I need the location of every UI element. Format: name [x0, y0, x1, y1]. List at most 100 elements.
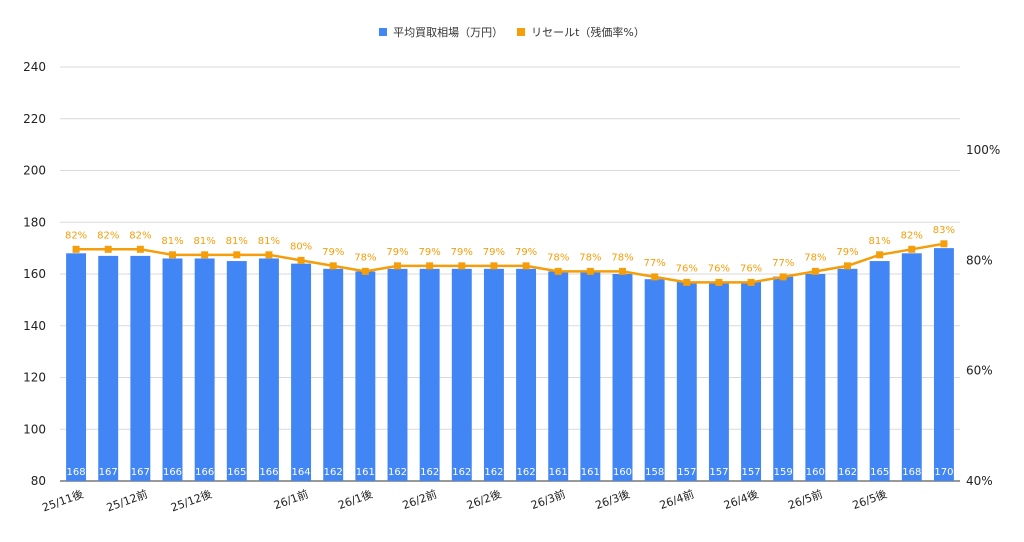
- x-axis-tick-label: 26/2前: [400, 487, 438, 512]
- bar: [933, 248, 954, 481]
- line-point: [426, 262, 434, 270]
- line-point: [72, 245, 80, 253]
- bar: [419, 268, 440, 481]
- bar: [451, 268, 472, 481]
- right-axis-tick-label: 80%: [966, 253, 993, 267]
- bar-value-label: 158: [645, 467, 664, 478]
- line-value-label: 78%: [547, 252, 569, 263]
- line-value-label: 80%: [290, 241, 312, 252]
- bar-value-label: 167: [99, 467, 118, 478]
- right-axis-tick-label: 100%: [966, 143, 1000, 157]
- line-value-label: 81%: [161, 236, 183, 247]
- x-axis-tick-label: 26/5後: [850, 487, 888, 512]
- bar: [676, 281, 697, 481]
- bar: [708, 281, 729, 481]
- line-value-label: 79%: [483, 247, 505, 258]
- bar: [548, 271, 569, 481]
- bar: [98, 255, 119, 481]
- bar-value-label: 160: [806, 467, 825, 478]
- bar: [644, 279, 665, 481]
- x-axis-tick-label: 26/1前: [272, 487, 310, 512]
- line-value-label: 82%: [901, 230, 923, 241]
- bar-value-label: 166: [163, 467, 182, 478]
- line-value-label: 76%: [676, 263, 698, 274]
- line-value-label: 79%: [386, 247, 408, 258]
- line-point: [619, 267, 626, 275]
- x-axis-tick-label: 25/11後: [40, 487, 85, 515]
- legend-line-label: リセールt（残価率%）: [531, 26, 645, 39]
- bar-value-label: 162: [452, 467, 471, 478]
- x-axis-tick-label: 26/3後: [593, 487, 631, 512]
- left-axis-tick-label: 220: [23, 112, 46, 126]
- left-axis-tick-label: 140: [23, 319, 46, 333]
- line-point: [201, 251, 209, 259]
- right-axis-tick-label: 40%: [966, 474, 993, 488]
- x-axis-tick-label: 25/12後: [169, 487, 214, 515]
- bar: [741, 281, 762, 481]
- bar-value-label: 161: [581, 467, 600, 478]
- x-axis-tick-label: 26/3前: [529, 487, 567, 512]
- left-axis-tick-label: 180: [23, 215, 46, 229]
- line-value-label: 76%: [740, 263, 762, 274]
- bar-value-label: 168: [67, 467, 86, 478]
- line-point: [747, 278, 755, 286]
- bar-value-label: 162: [388, 467, 407, 478]
- left-axis-tick-label: 100: [23, 422, 46, 436]
- bar: [355, 271, 376, 481]
- bar-value-label: 160: [613, 467, 632, 478]
- line-point: [522, 262, 530, 270]
- left-axis-tick-label: 160: [23, 267, 46, 281]
- bar: [130, 255, 151, 481]
- bar: [162, 258, 183, 481]
- bar-value-label: 159: [774, 467, 793, 478]
- x-axis-tick-label: 26/4前: [657, 487, 695, 512]
- line-value-label: 78%: [579, 252, 601, 263]
- line-point: [715, 278, 723, 286]
- bar: [226, 261, 247, 481]
- bar: [837, 268, 858, 481]
- bar-swatch-icon: [379, 28, 388, 36]
- line-value-label: 78%: [611, 252, 633, 263]
- bar-value-label: 166: [195, 467, 214, 478]
- bar-value-label: 161: [356, 467, 375, 478]
- line-value-label: 81%: [226, 236, 248, 247]
- bar-value-label: 167: [131, 467, 150, 478]
- bar-value-label: 157: [709, 467, 728, 478]
- legend-item-bar[interactable]: 平均買取相場（万円）: [379, 24, 503, 40]
- line-value-label: 77%: [644, 258, 666, 269]
- line-point: [104, 245, 112, 253]
- legend-item-line[interactable]: リセールt（残価率%）: [517, 24, 645, 40]
- bar-value-label: 162: [517, 467, 536, 478]
- bar-value-label: 165: [870, 467, 889, 478]
- x-axis-tick-label: 26/2後: [465, 487, 503, 512]
- bar-value-label: 165: [227, 467, 246, 478]
- line-point: [811, 267, 819, 275]
- x-axis-tick-label: 26/4後: [722, 487, 760, 512]
- line-point: [136, 245, 144, 253]
- line-point: [586, 267, 594, 275]
- bar-value-label: 168: [902, 467, 921, 478]
- bar: [612, 274, 633, 481]
- bar: [869, 261, 890, 481]
- bar-value-label: 166: [259, 467, 278, 478]
- left-axis-tick-label: 80: [31, 474, 46, 488]
- bar-value-label: 162: [324, 467, 343, 478]
- line-value-label: 82%: [65, 230, 87, 241]
- right-axis-tick-label: 60%: [966, 364, 993, 378]
- bar: [323, 268, 344, 481]
- chart-legend: 平均買取相場（万円） リセールt（残価率%）: [0, 24, 1024, 40]
- line-point: [169, 251, 176, 259]
- line-value-label: 83%: [933, 225, 955, 236]
- bar-value-label: 157: [677, 467, 696, 478]
- line-point: [844, 262, 851, 270]
- line-point: [940, 240, 948, 248]
- bar: [291, 263, 312, 481]
- left-axis-tick-label: 200: [23, 164, 46, 178]
- legend-bar-label: 平均買取相場（万円）: [393, 26, 504, 39]
- line-value-label: 78%: [804, 252, 826, 263]
- line-value-label: 82%: [97, 230, 119, 241]
- bar: [483, 268, 504, 481]
- line-point: [394, 262, 401, 270]
- bar-value-label: 162: [838, 467, 857, 478]
